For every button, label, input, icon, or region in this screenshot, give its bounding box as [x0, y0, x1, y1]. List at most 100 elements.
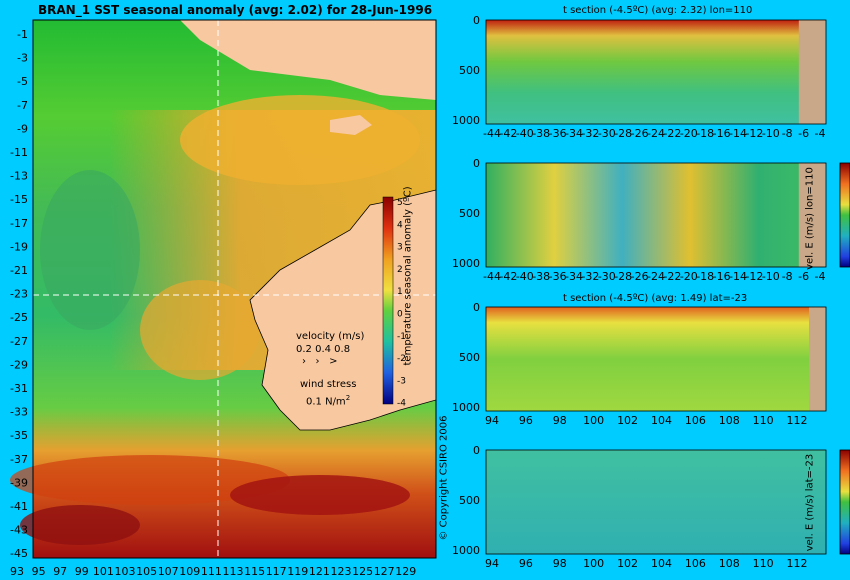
panel-x-tick-label: -10 — [762, 270, 780, 283]
lat-tick-label: -13 — [10, 170, 28, 183]
section-panels: 05001000-44-42-40-38-36-34-32-30-28-26-2… — [452, 14, 850, 570]
lon-tick-label: 103 — [115, 565, 136, 578]
panel-x-tick-label: 94 — [485, 414, 499, 427]
panel-x-tick-label: -44 — [483, 127, 501, 140]
section-panel-1-field — [486, 20, 826, 124]
lon-tick-label: 111 — [201, 565, 222, 578]
colorbar-tick-label: -1 — [397, 332, 406, 342]
panel-x-tick-label: -30 — [598, 270, 616, 283]
panel-x-tick-label: 106 — [685, 557, 706, 570]
panel-x-tick-label: -38 — [532, 270, 550, 283]
panel-x-tick-label: -42 — [499, 270, 517, 283]
lon-tick-label: 121 — [309, 565, 330, 578]
panel-4-colorbar — [839, 449, 850, 555]
panel-x-tick-label: -36 — [549, 127, 567, 140]
lon-tick-label: 99 — [75, 565, 89, 578]
panel-x-tick-label: -34 — [565, 127, 583, 140]
panel-x-tick-label: -18 — [696, 270, 714, 283]
panel-x-tick-label: -24 — [647, 270, 665, 283]
lat-tick-label: -23 — [10, 288, 28, 301]
panel-2-colorbar — [839, 162, 850, 268]
lat-tick-label: -33 — [10, 406, 28, 419]
panel-x-tick-label: 104 — [651, 414, 672, 427]
panel-x-tick-label: -32 — [581, 127, 599, 140]
map-title: BRAN_1 SST seasonal anomaly (avg: 2.02) … — [38, 3, 433, 17]
colorbar-tick-label: 3 — [397, 243, 403, 253]
panel-x-tick-label: -42 — [499, 127, 517, 140]
section-panel-3-field — [486, 307, 826, 411]
panel-x-tick-label: 96 — [519, 557, 533, 570]
panel-x-tick-label: -16 — [713, 270, 731, 283]
panel-x-tick-label: 96 — [519, 414, 533, 427]
panel-x-tick-label: 102 — [617, 414, 638, 427]
lon-tick-label: 115 — [244, 565, 265, 578]
lon-tick-label: 105 — [136, 565, 157, 578]
panel-x-tick-label: 112 — [787, 557, 808, 570]
lat-tick-label: -27 — [10, 335, 28, 348]
wind-legend-title: wind stress — [300, 379, 357, 390]
panel-4-colorbar-label: vel. E (m/s) lat=-23 — [804, 453, 816, 552]
panel-y-tick-label: 1000 — [452, 544, 480, 557]
sst-map: -1-3-5-7-9-11-13-15-17-19-21-23-25-27-29… — [10, 19, 437, 578]
panel-x-tick-label: 112 — [787, 414, 808, 427]
lat-tick-label: -19 — [10, 240, 28, 253]
panel-x-tick-label: -14 — [729, 127, 747, 140]
section-panel-3-land — [809, 307, 826, 411]
lat-tick-label: -11 — [10, 146, 28, 159]
lat-tick-label: -3 — [17, 52, 28, 65]
panel-x-tick-label: 104 — [651, 557, 672, 570]
section-panel-2-land — [798, 163, 826, 267]
lat-tick-label: -37 — [10, 453, 28, 466]
colorbar-tick-label: 4 — [397, 220, 403, 230]
lon-tick-label: 119 — [287, 565, 308, 578]
panel-x-tick-label: -32 — [581, 270, 599, 283]
panel-y-tick-label: 1000 — [452, 114, 480, 127]
panel-x-tick-label: 98 — [553, 414, 567, 427]
lon-tick-label: 101 — [93, 565, 114, 578]
lat-tick-label: -29 — [10, 358, 28, 371]
panel-x-tick-label: -16 — [713, 127, 731, 140]
panel-y-tick-label: 0 — [473, 14, 480, 27]
velocity-legend-values: 0.2 0.4 0.8 — [296, 344, 351, 355]
lon-tick-label: 129 — [395, 565, 416, 578]
colorbar-label: temperature seasonal anomaly (ºC) — [402, 186, 414, 366]
colorbar-tick-label: -2 — [397, 354, 406, 364]
colorbar-tick-label: 1 — [397, 287, 403, 297]
panel-y-tick-label: 0 — [473, 157, 480, 170]
colorbar-tick-labels: 5 4 3 2 1 0 -1 -2 -3 -4 — [397, 198, 406, 409]
wind-legend-value: 0.1 N/m2 — [306, 394, 351, 408]
panel-x-tick-label: 100 — [583, 557, 604, 570]
panel-x-tick-label: 98 — [553, 557, 567, 570]
section-panel-1-frame — [485, 19, 827, 125]
panel-x-tick-label: -22 — [663, 270, 681, 283]
panel-x-tick-label: -26 — [631, 270, 649, 283]
colorbar-tick-label: 2 — [397, 265, 403, 275]
panel-x-tick-label: -30 — [598, 127, 616, 140]
panel-x-tick-label: -4 — [815, 270, 826, 283]
section-panel-3-frame — [485, 306, 827, 412]
lon-tick-label: 95 — [32, 565, 46, 578]
panel-x-tick-label: 102 — [617, 557, 638, 570]
panel-x-tick-label: 110 — [753, 414, 774, 427]
velocity-legend-title: velocity (m/s) — [296, 331, 365, 342]
lat-tick-label: -17 — [10, 217, 28, 230]
colorbar-tick-label: 5 — [397, 198, 403, 208]
panel-y-tick-label: 1000 — [452, 401, 480, 414]
panel-x-tick-label: -6 — [798, 270, 809, 283]
panel-x-tick-label: -4 — [815, 127, 826, 140]
panel-x-tick-label: 100 — [583, 414, 604, 427]
panel-x-tick-label: -18 — [696, 127, 714, 140]
colorbar-tick-label: -4 — [397, 399, 406, 409]
sst-colorbar — [382, 196, 394, 405]
panel-x-tick-label: -44 — [483, 270, 501, 283]
panel-x-tick-label: -10 — [762, 127, 780, 140]
panel-x-tick-label: 106 — [685, 414, 706, 427]
section-panel-2-frame — [485, 162, 827, 268]
panel-x-tick-label: -22 — [663, 127, 681, 140]
lon-tick-label: 107 — [158, 565, 179, 578]
lat-tick-label: -31 — [10, 382, 28, 395]
lat-tick-label: -41 — [10, 500, 28, 513]
panel-x-tick-label: -28 — [614, 270, 632, 283]
lon-tick-label: 109 — [179, 565, 200, 578]
land-island — [330, 115, 372, 135]
